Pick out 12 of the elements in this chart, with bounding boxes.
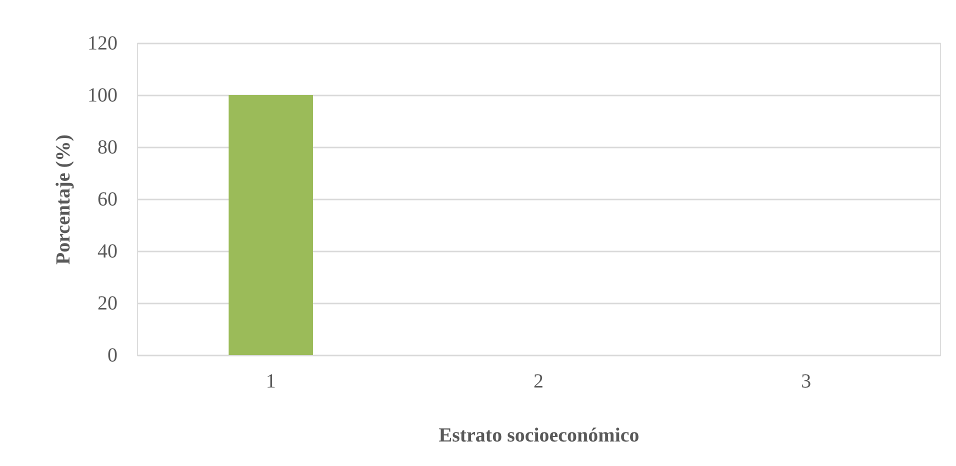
y-tick-label: 20 — [98, 292, 118, 314]
y-axis-title: Porcentaje (%) — [52, 134, 74, 265]
y-tick-label: 40 — [98, 240, 118, 262]
x-tick-label: 3 — [801, 370, 812, 392]
y-tick-label: 120 — [88, 32, 118, 54]
x-axis-title: Estrato socioeconómico — [438, 424, 640, 446]
y-tick-label: 60 — [98, 188, 118, 210]
x-tick-label: 1 — [266, 370, 276, 392]
y-tick-label: 0 — [108, 344, 118, 366]
x-tick-label: 2 — [534, 370, 544, 392]
y-tick-label: 100 — [88, 84, 118, 106]
y-tick-label: 80 — [98, 136, 118, 158]
